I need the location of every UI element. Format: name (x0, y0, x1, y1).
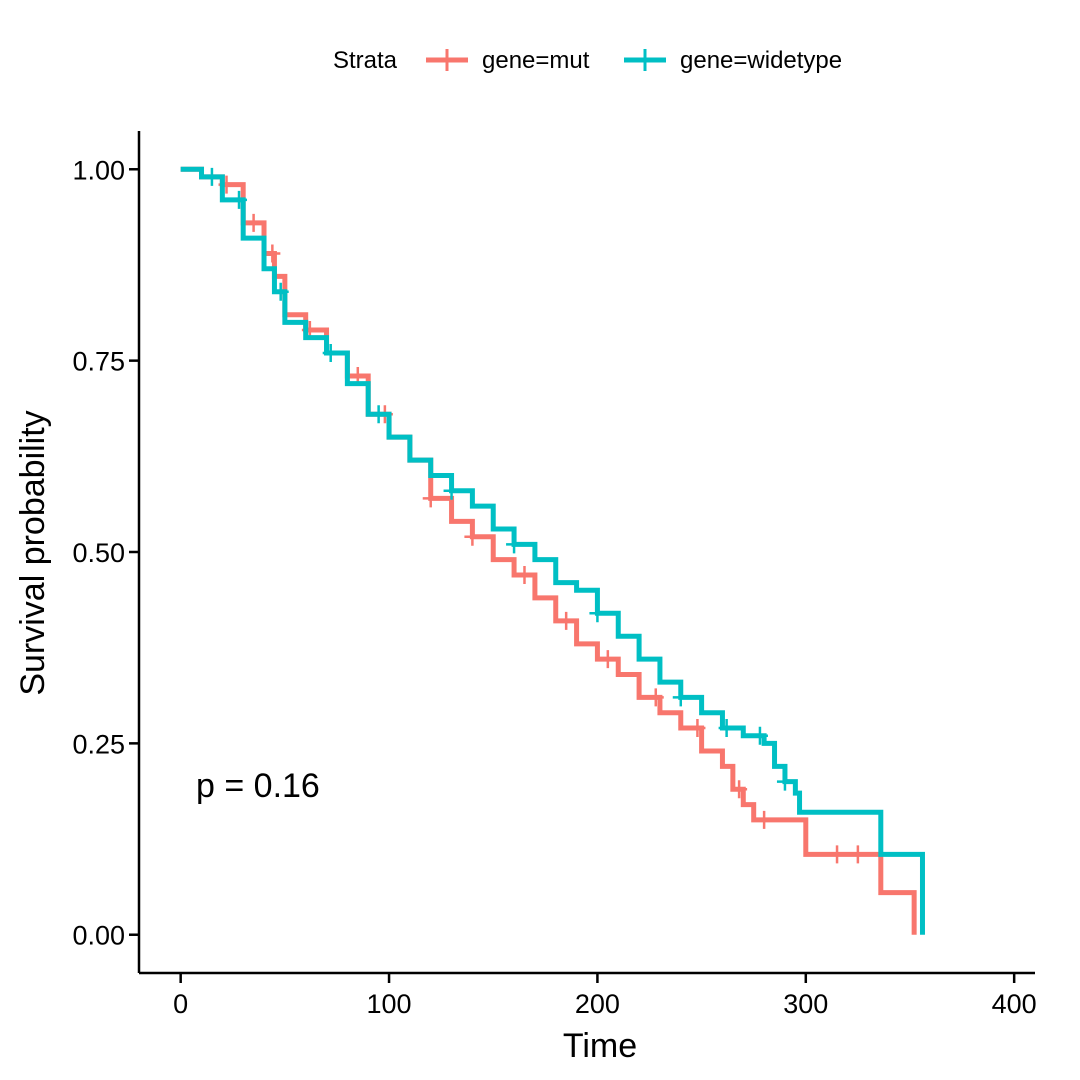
censor-mark (370, 405, 387, 424)
survival-curve-0 (180, 166, 917, 935)
x-tick-label: 400 (992, 989, 1037, 1019)
x-tick-label: 200 (575, 989, 620, 1019)
censor-mark (322, 343, 339, 362)
censor-mark (756, 810, 773, 829)
censor-mark (849, 845, 866, 864)
censor-mark (647, 688, 664, 707)
censor-mark (689, 719, 706, 738)
censor-mark (203, 167, 220, 186)
censor-mark (731, 780, 748, 799)
y-tick-label: 0.75 (72, 347, 125, 377)
legend-label: gene=mut (482, 47, 590, 74)
censor-mark (751, 726, 768, 745)
x-tick-label: 100 (367, 989, 412, 1019)
censor-mark (506, 535, 523, 554)
legend-item-1: gene=widetype (624, 47, 842, 74)
survival-curve-1 (180, 166, 925, 935)
x-ticks: 0 100 200 300 400 (173, 973, 1037, 1019)
censor-mark (245, 213, 262, 232)
y-tick-label: 1.00 (72, 155, 125, 185)
censor-mark (672, 688, 689, 707)
x-tick-label: 0 (173, 989, 188, 1019)
censor-mark (599, 650, 616, 669)
censor-mark (558, 611, 575, 630)
censor-mark (264, 244, 281, 263)
x-axis-title: Time (563, 1027, 637, 1065)
y-ticks: 0.00 0.25 0.50 0.75 1.00 (72, 155, 139, 951)
censor-mark (589, 604, 606, 623)
censor-mark (272, 282, 289, 301)
legend-title: Strata (333, 47, 398, 74)
censor-mark (464, 527, 481, 546)
censor-mark (829, 845, 846, 864)
y-axis-title: Survival probability (14, 410, 52, 695)
legend-item-0: gene=mut (426, 47, 590, 74)
y-tick-label: 0.50 (72, 538, 125, 568)
censor-mark (718, 719, 735, 738)
censor-mark (776, 772, 793, 791)
x-tick-label: 300 (783, 989, 828, 1019)
series-0 (180, 166, 917, 935)
legend: Strata gene=mut gene=widetype (333, 47, 842, 74)
series-1 (180, 166, 925, 935)
series-group (180, 166, 925, 935)
censor-mark (422, 489, 439, 508)
p-value-annotation: p = 0.16 (196, 767, 320, 805)
legend-label: gene=widetype (680, 47, 842, 74)
y-tick-label: 0.25 (72, 729, 125, 759)
y-tick-label: 0.00 (72, 921, 125, 951)
censor-mark (231, 190, 248, 209)
censor-mark (516, 565, 533, 584)
censor-mark (443, 481, 460, 500)
